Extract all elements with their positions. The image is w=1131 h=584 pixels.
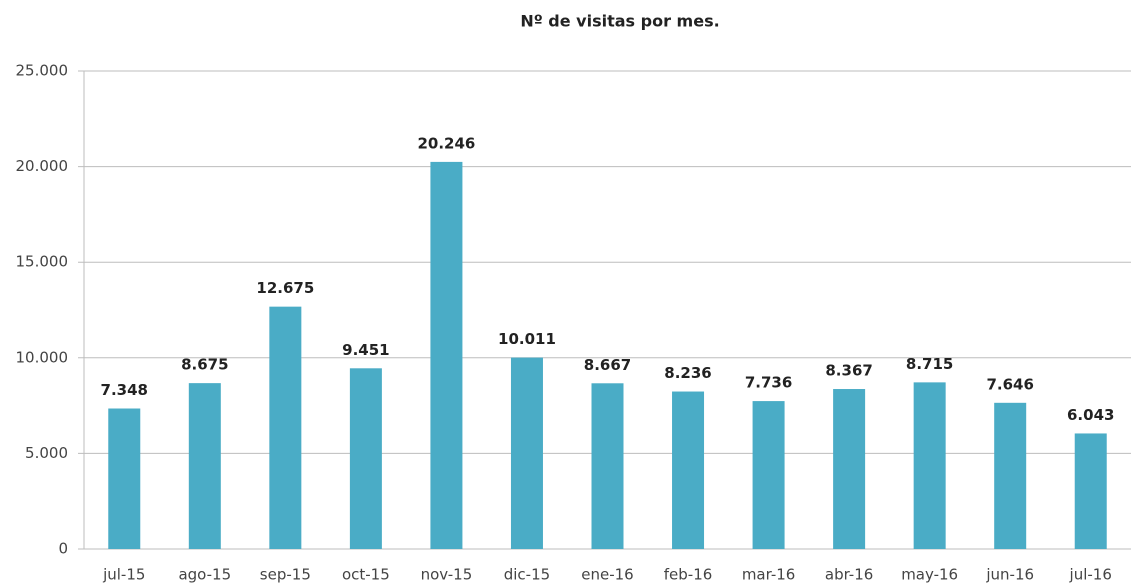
data-label: 7.348	[101, 381, 148, 399]
bar	[833, 389, 866, 549]
data-label: 8.715	[906, 355, 953, 373]
data-label: 8.367	[825, 362, 872, 380]
data-label: 8.667	[584, 356, 631, 374]
bar	[994, 402, 1027, 549]
x-tick-label: dic-15	[504, 566, 550, 584]
bar	[108, 408, 141, 549]
y-tick-label: 25.000	[16, 62, 69, 80]
x-tick-label: mar-16	[742, 566, 796, 584]
bar	[188, 383, 221, 549]
data-label: 6.043	[1067, 406, 1114, 424]
data-label: 10.011	[498, 330, 556, 348]
x-tick-label: abr-16	[825, 566, 873, 584]
y-tick-label: 15.000	[16, 253, 69, 271]
x-tick-label: sep-15	[260, 566, 311, 584]
bar	[591, 383, 624, 549]
data-label: 12.675	[256, 279, 314, 297]
x-tick-label: feb-16	[664, 566, 713, 584]
y-tick-label: 5.000	[25, 444, 68, 462]
bar	[752, 401, 785, 549]
bar	[913, 382, 946, 549]
x-tick-label: jul-16	[1069, 566, 1112, 584]
x-tick-label: oct-15	[342, 566, 390, 584]
chart-title: Nº de visitas por mes.	[520, 12, 719, 31]
data-label: 8.236	[664, 364, 711, 382]
data-label: 7.646	[986, 375, 1033, 393]
data-label: 8.675	[181, 356, 228, 374]
bar	[510, 357, 543, 549]
bar	[1074, 433, 1107, 549]
x-tick-label: jun-16	[985, 566, 1034, 584]
data-label: 9.451	[342, 341, 389, 359]
x-tick-label: ago-15	[178, 566, 231, 584]
y-tick-label: 0	[58, 540, 68, 558]
x-tick-label: jul-15	[102, 566, 145, 584]
bar	[430, 161, 463, 549]
data-label: 20.246	[417, 134, 475, 152]
x-tick-label: may-16	[901, 566, 958, 584]
x-tick-label: nov-15	[421, 566, 473, 584]
bar	[269, 306, 302, 549]
y-tick-label: 20.000	[16, 157, 69, 175]
bar	[672, 391, 705, 549]
y-tick-label: 10.000	[16, 348, 69, 366]
data-label: 7.736	[745, 374, 792, 392]
x-tick-label: ene-16	[581, 566, 633, 584]
bar	[349, 368, 382, 549]
